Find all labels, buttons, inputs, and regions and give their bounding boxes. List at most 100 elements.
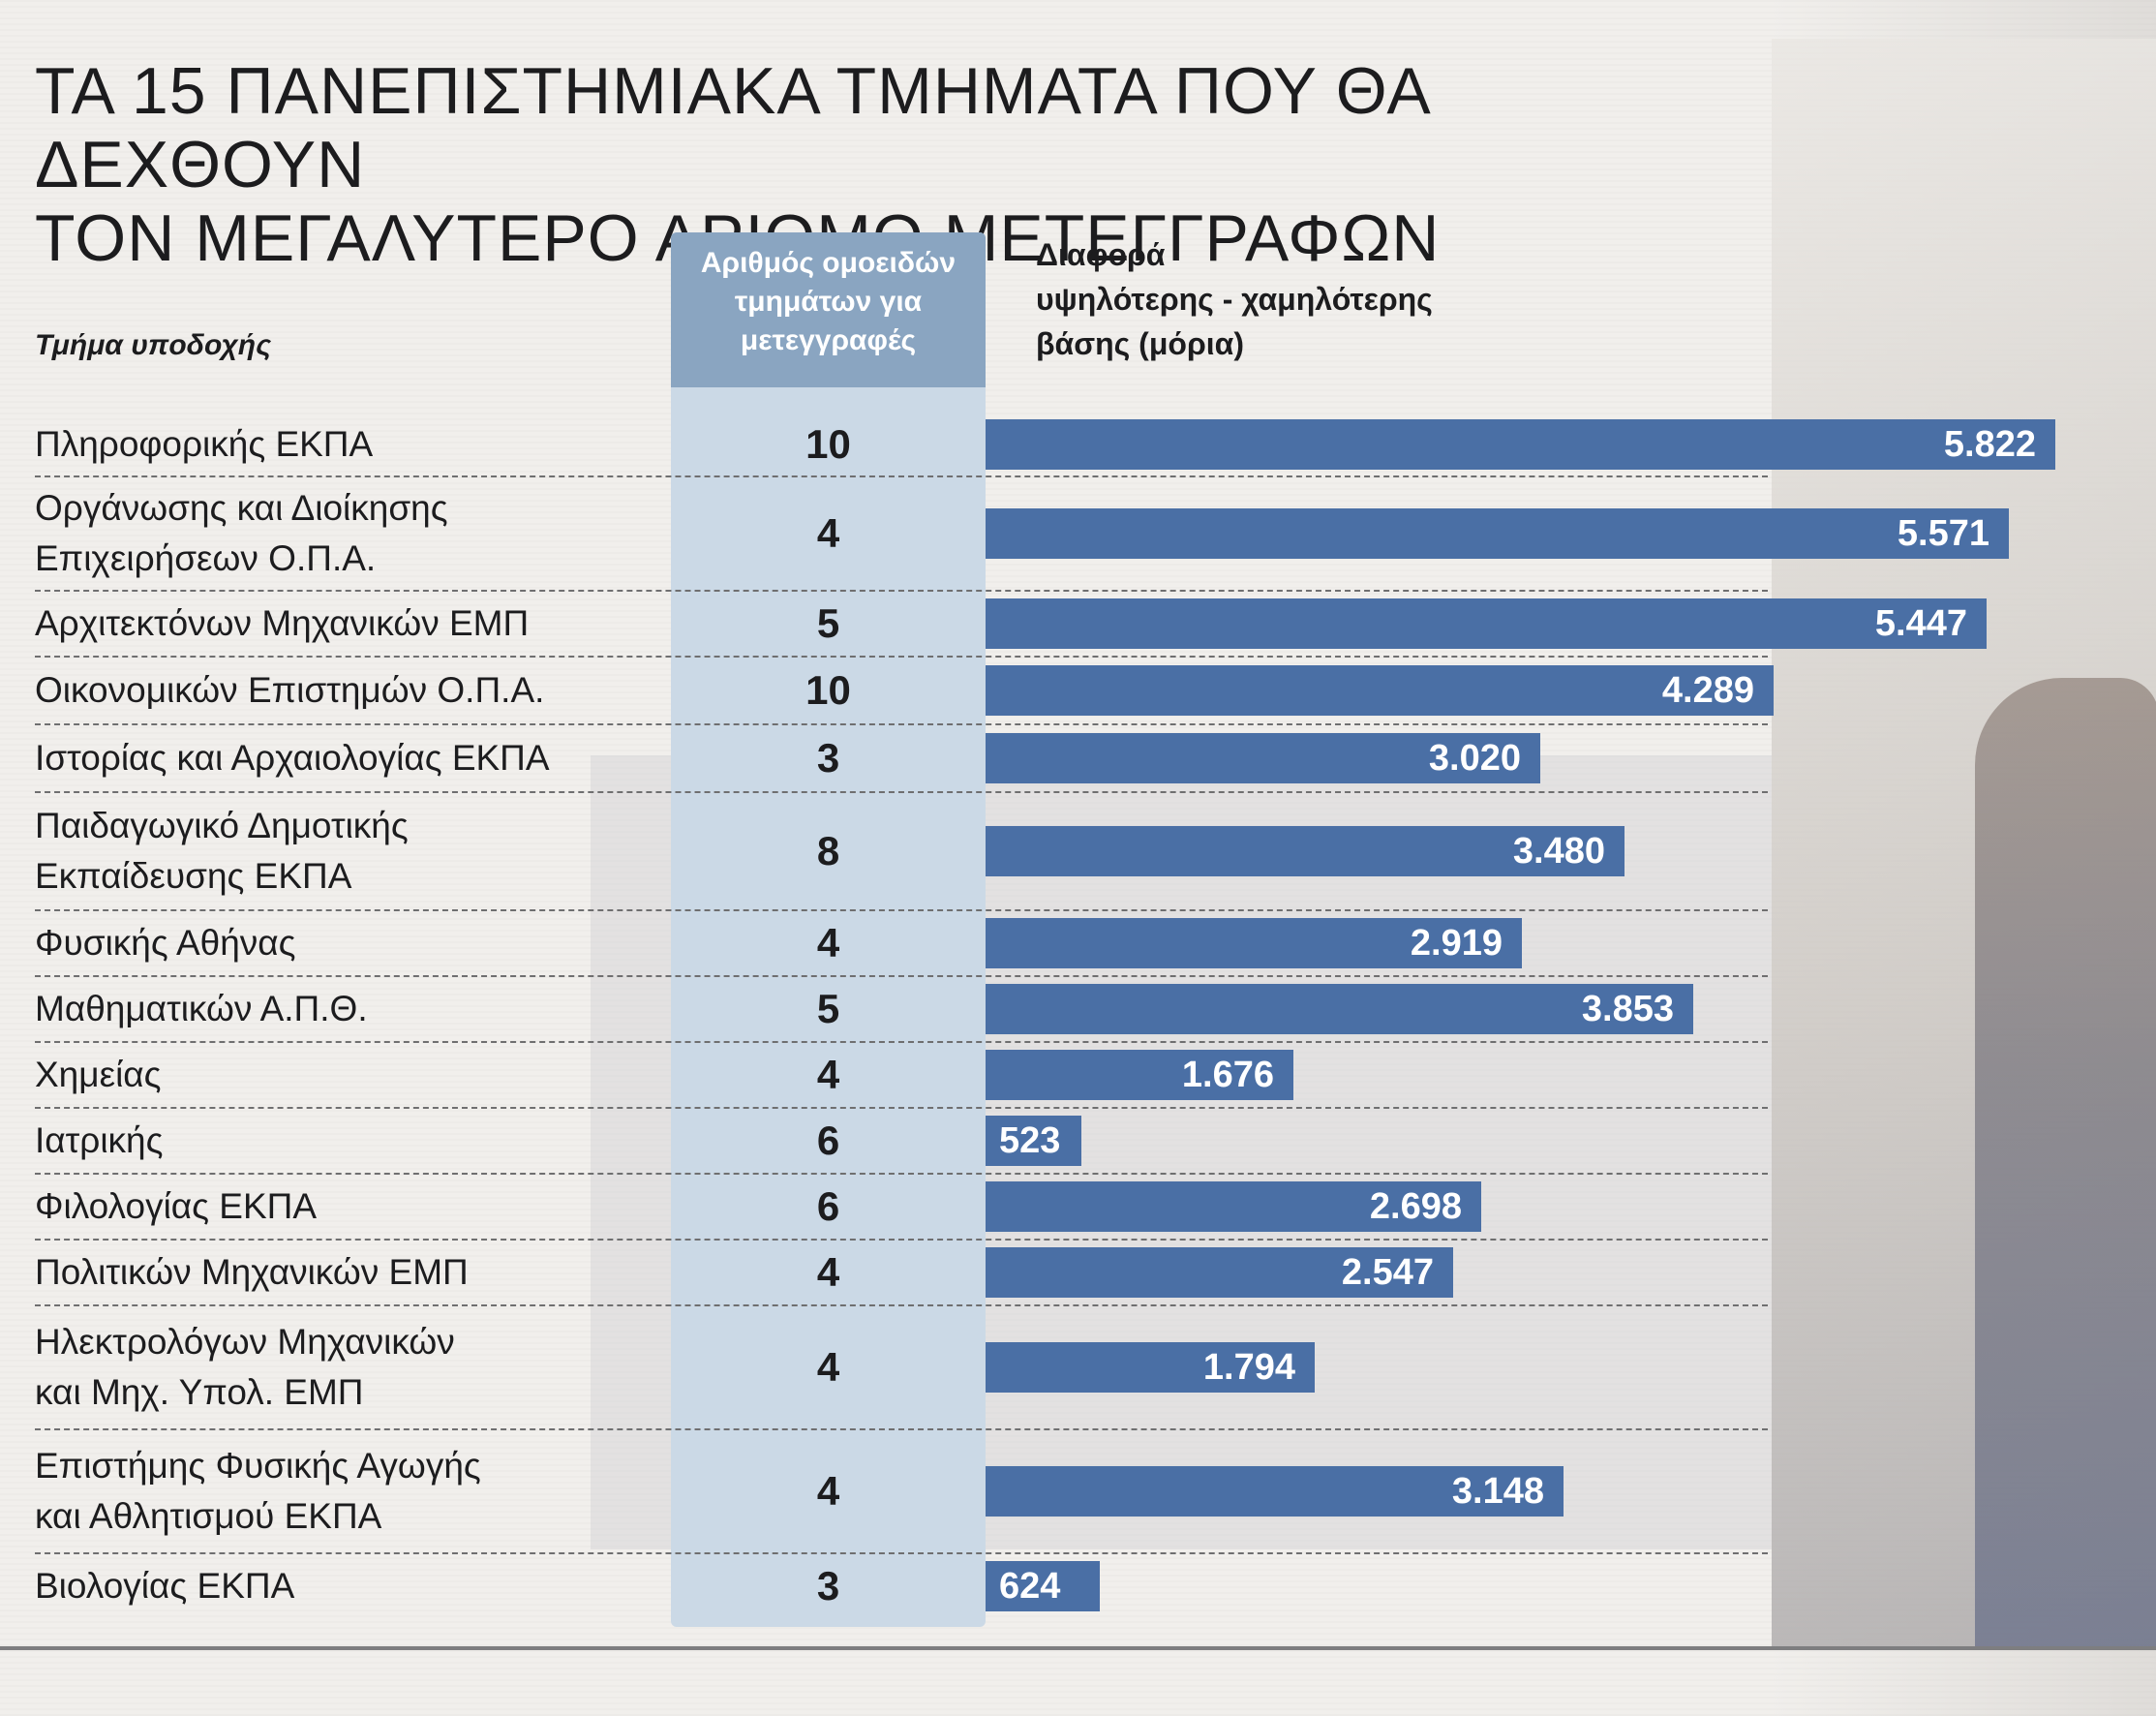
value-bar-label: 624 (999, 1565, 1061, 1607)
department-label-line: Μαθηματικών Α.Π.Θ. (35, 989, 368, 1028)
value-bar: 5.447 (986, 598, 1987, 649)
department-label: Βιολογίας ΕΚΠΑ (35, 1553, 664, 1619)
value-header-line-3: βάσης (μόρια) (1036, 326, 1244, 361)
row-divider (35, 1552, 1768, 1554)
row-divider (35, 1041, 1768, 1043)
value-bar: 1.676 (986, 1050, 1293, 1100)
department-label-line: και Μηχ. Υπολ. ΕΜΠ (35, 1372, 364, 1412)
department-label: Φυσικής Αθήνας (35, 910, 664, 976)
department-label-line: Επιχειρήσεων Ο.Π.Α. (35, 538, 377, 578)
department-label: Πληροφορικής ΕΚΠΑ (35, 412, 664, 476)
value-bar: 624 (986, 1561, 1100, 1611)
value-bar: 3.480 (986, 826, 1625, 876)
department-label-line: και Αθλητισμού ΕΚΠΑ (35, 1496, 382, 1536)
similar-departments-count: 4 (816, 510, 840, 556)
department-label-line: Εκπαίδευσης ΕΚΠΑ (35, 856, 352, 896)
department-label: Ιστορίας και Αρχαιολογίας ΕΚΠΑ (35, 724, 664, 792)
value-bar-label: 3.020 (1428, 737, 1521, 779)
similar-departments-count: 4 (816, 1344, 840, 1390)
value-bar-label: 2.547 (1341, 1251, 1434, 1293)
value-bar: 3.148 (986, 1466, 1564, 1517)
value-bar-label: 3.853 (1581, 988, 1674, 1029)
department-label: Ηλεκτρολόγων Μηχανικών και Μηχ. Υπολ. ΕΜΠ (35, 1305, 664, 1429)
value-bar-label: 1.676 (1181, 1054, 1274, 1095)
department-label: Μαθηματικών Α.Π.Θ. (35, 976, 664, 1042)
value-bar: 2.919 (986, 918, 1522, 968)
similar-departments-count: 8 (816, 828, 840, 873)
value-bar: 3.020 (986, 733, 1540, 783)
department-label-line: Ιατρικής (35, 1120, 164, 1160)
department-label: Πολιτικών Μηχανικών ΕΜΠ (35, 1240, 664, 1305)
chart-title-line-1: ΤΑ 15 ΠΑΝΕΠΙΣΤΗΜΙΑΚΑ ΤΜΗΜΑΤΑ ΠΟΥ ΘΑ ΔΕΧΘ… (35, 54, 1428, 201)
count-header-line-3: μετεγγραφές (740, 324, 917, 356)
value-bar: 4.289 (986, 665, 1774, 716)
value-column-header: Διαφορά υψηλότερης - χαμηλότερης βάσης (… (1036, 232, 1433, 366)
value-header-line-1: Διαφορά (1036, 237, 1166, 272)
row-divider (35, 791, 1768, 793)
department-label-line: Φυσικής Αθήνας (35, 923, 296, 963)
department-label: Φιλολογίας ΕΚΠΑ (35, 1174, 664, 1240)
department-label: Αρχιτεκτόνων Μηχανικών ΕΜΠ (35, 591, 664, 657)
value-bar: 5.571 (986, 508, 2009, 559)
department-label-line: Πληροφορικής ΕΚΠΑ (35, 423, 374, 464)
department-label-line: Αρχιτεκτόνων Μηχανικών ΕΜΠ (35, 603, 530, 643)
similar-departments-count: 4 (816, 920, 840, 965)
row-divider (35, 1304, 1768, 1306)
similar-departments-count: 10 (805, 667, 851, 713)
row-divider (35, 1239, 1768, 1241)
row-divider (35, 909, 1768, 911)
value-bar-label: 5.447 (1874, 602, 1967, 644)
count-header-line-2: τμημάτων για (734, 286, 923, 318)
count-header-line-1: Αριθμός ομοειδών (700, 247, 957, 279)
value-bar: 1.794 (986, 1342, 1315, 1393)
bottom-rule (0, 1646, 2156, 1650)
row-divider (35, 475, 1768, 477)
row-divider (35, 656, 1768, 658)
similar-departments-count: 3 (816, 1563, 840, 1609)
similar-departments-count: 6 (816, 1183, 840, 1229)
count-column-header: Αριθμός ομοειδών τμημάτων για μετεγγραφέ… (671, 232, 986, 387)
department-label-line: Οργάνωσης και Διοίκησης (35, 488, 448, 528)
department-label-line: Πολιτικών Μηχανικών ΕΜΠ (35, 1252, 469, 1292)
department-label-line: Επιστήμης Φυσικής Αγωγής (35, 1446, 481, 1486)
department-label-line: Χημείας (35, 1055, 162, 1094)
value-bar-label: 3.148 (1451, 1470, 1544, 1512)
department-label-line: Οικονομικών Επιστημών Ο.Π.Α. (35, 670, 545, 710)
row-divider (35, 590, 1768, 592)
value-bar-label: 2.698 (1369, 1185, 1462, 1227)
value-bar: 5.822 (986, 419, 2055, 470)
value-bar: 2.698 (986, 1181, 1481, 1232)
department-label-line: Ηλεκτρολόγων Μηχανικών (35, 1322, 455, 1362)
value-bar-label: 1.794 (1202, 1346, 1295, 1388)
value-bar-label: 523 (999, 1119, 1061, 1161)
similar-departments-count: 5 (816, 986, 840, 1031)
value-bar: 2.547 (986, 1247, 1453, 1298)
similar-departments-count: 3 (816, 735, 840, 781)
background-figure (1975, 678, 2156, 1646)
department-label-line: Βιολογίας ΕΚΠΑ (35, 1566, 295, 1606)
value-bar-label: 5.571 (1897, 512, 1989, 554)
department-label-line: Ιστορίας και Αρχαιολογίας ΕΚΠΑ (35, 738, 550, 778)
row-divider (35, 1107, 1768, 1109)
value-bar-label: 5.822 (1943, 423, 2036, 465)
department-label-line: Φιλολογίας ΕΚΠΑ (35, 1186, 318, 1226)
similar-departments-count: 4 (816, 1052, 840, 1097)
department-label: Παιδαγωγικό Δημοτικής Εκπαίδευσης ΕΚΠΑ (35, 792, 664, 910)
similar-departments-count: 6 (816, 1118, 840, 1163)
row-divider (35, 723, 1768, 725)
row-divider (35, 1173, 1768, 1175)
department-label: Επιστήμης Φυσικής Αγωγής και Αθλητισμού Ε… (35, 1429, 664, 1553)
value-bar-label: 4.289 (1661, 669, 1754, 711)
similar-departments-count: 10 (805, 420, 851, 467)
similar-departments-count: 4 (816, 1249, 840, 1295)
similar-departments-count: 4 (816, 1468, 840, 1514)
row-divider (35, 975, 1768, 977)
department-column-header: Τμήμα υποδοχής (35, 329, 272, 361)
value-bar: 523 (986, 1116, 1081, 1166)
value-bar: 3.853 (986, 984, 1693, 1034)
department-label: Ιατρικής (35, 1108, 664, 1174)
department-label: Χημείας (35, 1042, 664, 1108)
similar-departments-count: 5 (816, 600, 840, 646)
value-bar-label: 2.919 (1410, 922, 1503, 964)
department-label-line: Παιδαγωγικό Δημοτικής (35, 806, 409, 845)
